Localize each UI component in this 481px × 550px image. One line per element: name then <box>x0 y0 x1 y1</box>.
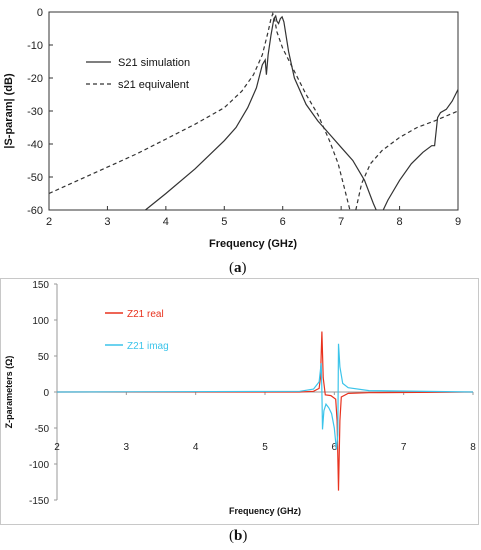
chart-a-x-tick-label: 7 <box>338 216 344 228</box>
chart-a-x-tick-label: 5 <box>221 216 227 228</box>
chart-a-x-tick-label: 8 <box>397 216 403 228</box>
chart-b-y-ticks: 150 100 50 0 -50 -100 -150 <box>29 280 473 507</box>
chart-b-y-tick-label: -100 <box>29 460 49 471</box>
chart-a-plot-frame <box>48 11 459 211</box>
chart-a-y-tick-label: -20 <box>27 73 43 85</box>
chart-a-x-ticks: 2 3 4 5 6 7 8 9 <box>46 206 461 228</box>
chart-a-y-axis-label: |S-param| (dB) <box>3 73 15 149</box>
panel-label-b-letter: b <box>234 528 242 544</box>
chart-b-series-line-real <box>57 331 474 491</box>
chart-a-series-line-equivalent <box>355 110 459 211</box>
chart-b-y-tick-label: 100 <box>32 316 49 327</box>
chart-a-y-tick-label: -40 <box>27 139 43 151</box>
chart-a-legend-label-simulation: S21 simulation <box>118 57 190 69</box>
chart-b-x-tick-label: 3 <box>124 442 130 453</box>
chart-b-y-tick-label: 50 <box>38 352 50 363</box>
chart-a-x-tick-label: 3 <box>104 216 110 228</box>
panel-label-a-letter: a <box>234 260 242 276</box>
chart-a-y-tick-label: 0 <box>37 7 43 19</box>
chart-b-x-tick-label: 7 <box>401 442 407 453</box>
chart-a-y-tick-label: -30 <box>27 106 43 118</box>
chart-b-series <box>56 331 474 491</box>
chart-b-legend-label-imag: Z21 imag <box>127 341 169 352</box>
panel-label-b: (b) <box>229 528 247 544</box>
chart-b-x-tick-label: 5 <box>262 442 268 453</box>
chart-a-series-line-simulation <box>145 14 377 211</box>
chart-a-y-tick-label: -60 <box>27 205 43 217</box>
chart-a-y-tick-label: -50 <box>27 172 43 184</box>
chart-b: 150 100 50 0 -50 -100 -150 2 3 4 5 6 7 8 Z-parameter… <box>0 278 479 544</box>
chart-b-x-tick-label: 6 <box>332 442 338 453</box>
chart-b-outer-frame <box>0 278 479 525</box>
chart-b-x-axis-label: Frequency (GHz) <box>229 506 301 516</box>
chart-a-y-ticks: 0 -10 -20 -30 -40 -50 -60 <box>27 7 53 217</box>
chart-a: 0 -10 -20 -30 -40 -50 -60 2 3 4 5 6 7 8 9 |S-param| (… <box>3 7 461 276</box>
chart-a-series-line-simulation <box>382 89 459 211</box>
chart-a-legend-label-equivalent: s21 equivalent <box>118 79 189 91</box>
chart-b-legend-label-real: Z21 real <box>127 309 164 320</box>
chart-b-y-tick-label: 150 <box>32 280 49 291</box>
chart-a-y-tick-label: -10 <box>27 40 43 52</box>
chart-b-x-tick-label: 4 <box>193 442 199 453</box>
chart-a-x-tick-label: 2 <box>46 216 52 228</box>
chart-b-x-tick-label: 2 <box>54 442 60 453</box>
chart-a-x-tick-label: 9 <box>455 216 461 228</box>
chart-b-x-tick-label: 8 <box>470 442 476 453</box>
chart-a-x-tick-label: 6 <box>280 216 286 228</box>
chart-b-y-tick-label: -50 <box>35 424 50 435</box>
panel-label-a: (a) <box>229 260 247 276</box>
chart-b-y-tick-label: 0 <box>43 388 49 399</box>
chart-a-legend: S21 simulation s21 equivalent <box>86 57 190 91</box>
chart-a-series-line-equivalent <box>48 11 351 211</box>
chart-b-legend: Z21 real Z21 imag <box>105 309 169 352</box>
chart-b-x-ticks: 2 3 4 5 6 7 8 <box>54 392 476 453</box>
chart-a-x-tick-label: 4 <box>163 216 169 228</box>
chart-a-x-axis-label: Frequency (GHz) <box>209 238 297 250</box>
chart-b-y-axis-label: Z-parameters (Ω) <box>4 356 14 429</box>
chart-b-series-line-imag <box>56 343 474 450</box>
chart-b-y-tick-label: -150 <box>29 496 49 507</box>
chart-a-series <box>48 11 459 211</box>
